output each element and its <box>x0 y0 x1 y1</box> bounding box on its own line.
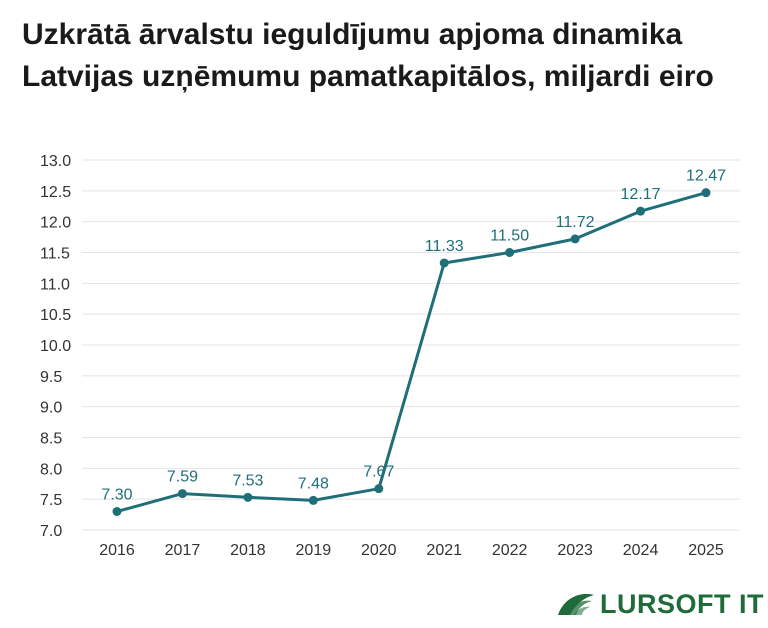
data-label: 11.72 <box>556 214 595 231</box>
x-tick-label: 2021 <box>426 542 462 559</box>
y-tick-label: 7.0 <box>40 523 62 540</box>
data-label: 7.53 <box>232 472 263 489</box>
y-axis-ticks: 7.0 7.5 8.0 8.5 9.0 9.5 10.0 10.5 11.0 11.5 12.0 12… <box>40 153 71 540</box>
y-tick-label: 10.5 <box>40 307 71 324</box>
x-tick-label: 2019 <box>296 542 332 559</box>
data-point <box>701 188 711 198</box>
x-tick-label: 2022 <box>492 542 528 559</box>
data-point <box>570 234 580 244</box>
data-point <box>439 258 449 268</box>
data-label: 7.30 <box>101 487 132 504</box>
gridlines <box>82 159 740 531</box>
data-label: 7.59 <box>167 469 198 486</box>
x-tick-label: 2023 <box>557 542 593 559</box>
data-point <box>505 248 515 257</box>
lursoft-leaf-icon <box>558 593 594 615</box>
x-tick-label: 2017 <box>165 542 201 559</box>
x-tick-label: 2025 <box>688 542 724 559</box>
y-tick-label: 8.5 <box>40 431 62 448</box>
x-axis-ticks: 2016 2017 2018 2019 2020 2021 2022 2023 2024 2025 <box>99 542 724 559</box>
y-tick-label: 12.0 <box>40 215 71 232</box>
data-points <box>112 188 711 516</box>
data-label: 11.33 <box>425 238 464 255</box>
y-tick-label: 8.0 <box>40 461 62 478</box>
data-point <box>308 495 318 505</box>
y-tick-label: 9.0 <box>40 400 62 417</box>
data-point <box>374 484 384 494</box>
y-tick-label: 12.5 <box>40 184 71 201</box>
x-tick-label: 2016 <box>99 542 135 559</box>
brand-logo: LURSOFT IT <box>556 584 764 624</box>
y-tick-label: 10.0 <box>40 338 71 355</box>
data-point <box>177 489 187 499</box>
data-labels: 7.30 7.59 7.53 7.48 7.67 11.33 11.50 11.72 12.17… <box>101 168 726 504</box>
data-label: 12.47 <box>686 168 726 185</box>
data-label: 7.48 <box>298 475 329 492</box>
data-label: 11.50 <box>490 228 529 245</box>
x-tick-label: 2024 <box>623 542 659 559</box>
brand-name: LURSOFT IT <box>600 588 764 619</box>
data-point <box>112 507 122 516</box>
y-tick-label: 13.0 <box>40 153 71 170</box>
y-tick-label: 11.5 <box>40 246 70 263</box>
data-label: 7.67 <box>363 464 394 481</box>
line-chart: 7.0 7.5 8.0 8.5 9.0 9.5 10.0 10.5 11.0 11.5 12.0 12… <box>40 153 740 559</box>
data-label: 12.17 <box>621 186 661 203</box>
y-tick-label: 11.0 <box>40 276 70 293</box>
y-tick-label: 9.5 <box>40 369 62 386</box>
x-tick-label: 2018 <box>230 542 266 559</box>
chart-title: Uzkrātā ārvalstu ieguldījumu apjoma dina… <box>22 18 714 93</box>
data-point <box>243 492 253 502</box>
y-tick-label: 7.5 <box>40 492 62 509</box>
x-tick-label: 2020 <box>361 542 397 559</box>
data-point <box>636 206 646 216</box>
series-line <box>116 191 707 513</box>
